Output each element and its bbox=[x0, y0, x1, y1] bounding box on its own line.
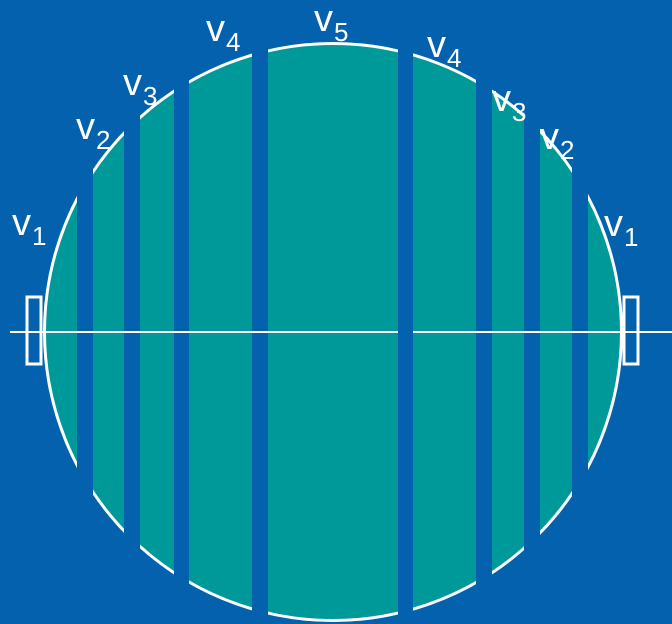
zone-v4-left bbox=[189, 42, 252, 622]
outline-gaps bbox=[77, 0, 588, 624]
label-v4-right: v4 bbox=[427, 24, 462, 73]
label-v2-left: v2 bbox=[76, 106, 111, 155]
label-v2-right: v2 bbox=[540, 116, 575, 165]
label-v4-left: v4 bbox=[206, 8, 241, 57]
sensor-left bbox=[25, 295, 43, 366]
zone-v2-right bbox=[540, 42, 572, 622]
label-v3-right: v3 bbox=[492, 78, 527, 127]
label-v1-left: v1 bbox=[12, 202, 47, 251]
label-v3-left: v3 bbox=[123, 62, 158, 111]
sensor-right bbox=[622, 295, 640, 366]
zone-v5-center bbox=[268, 42, 398, 622]
zone-v4-right bbox=[413, 42, 476, 622]
zone-v2-left bbox=[93, 42, 124, 622]
label-v1-right: v1 bbox=[604, 203, 639, 252]
label-v5-center: v5 bbox=[314, 0, 349, 47]
